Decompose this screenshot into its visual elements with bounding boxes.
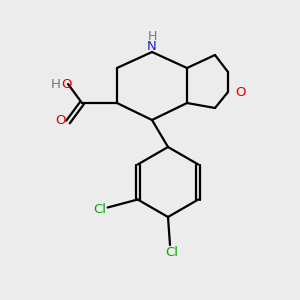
Text: O: O xyxy=(55,115,65,128)
Text: Cl: Cl xyxy=(93,203,106,216)
Text: Cl: Cl xyxy=(166,245,178,259)
Text: O: O xyxy=(61,77,71,91)
Text: H: H xyxy=(147,29,157,43)
Text: O: O xyxy=(235,85,245,98)
Text: H: H xyxy=(51,77,61,91)
Text: N: N xyxy=(147,40,157,52)
